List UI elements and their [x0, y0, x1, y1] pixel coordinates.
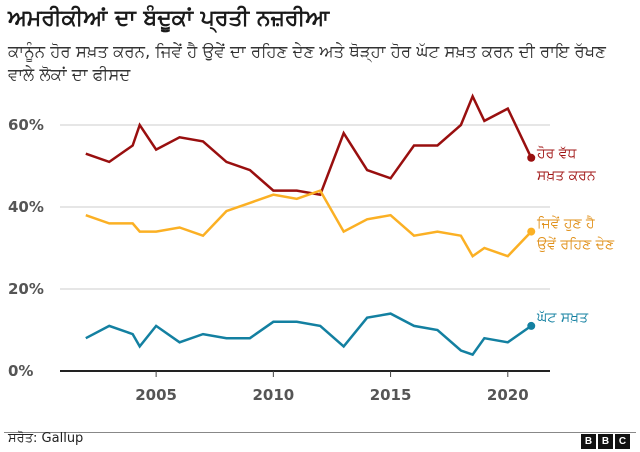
series-line: [85, 312, 532, 357]
series-label: ਹੋਰ ਵੱਧ: [536, 146, 577, 162]
series-line: [85, 93, 533, 197]
footer-divider: [4, 432, 636, 433]
series-label: ਘੱਟ ਸਖ਼ਤ: [536, 310, 589, 326]
source-note: ਸਰੋਤ: Gallup: [8, 431, 84, 446]
series-end-marker: [527, 321, 536, 330]
y-tick-label: 20%: [8, 280, 44, 298]
series-label: ਉਵੇਂ ਰਹਿਣ ਦੇਣ: [536, 237, 615, 253]
series-end-marker: [527, 227, 536, 236]
series-line: [85, 189, 533, 259]
series-label: ਜਿਵੇਂ ਹੁਣ ਹੈ: [536, 215, 595, 232]
series-label: ਸਖ਼ਤ ਕਰਨ: [536, 168, 596, 184]
chart-title: ਅਮਰੀਕੀਆਂ ਦਾ ਬੰਦੂਕਾਂ ਪ੍ਰਤੀ ਨਜ਼ਰੀਆ: [8, 6, 330, 31]
y-tick-label: 40%: [8, 198, 44, 216]
line-chart: 0% 20% 40% 60% 2005 2010 2015 2020 ਹੋਰ ਵੱਧ ਸਖ਼ਤ ਕ…: [8, 93, 615, 404]
y-tick-label: 60%: [8, 116, 44, 134]
x-tick-label: 2010: [252, 386, 294, 404]
x-tick-label: 2015: [370, 386, 412, 404]
chart-subtitle: ਕਾਨੂੰਨ ਹੋਰ ਸਖ਼ਤ ਕਰਨ, ਜਿਵੇਂ ਹੈ ਉਵੇਂ ਦਾ ਰਹ…: [8, 42, 606, 84]
x-tick-label: 2005: [135, 386, 177, 404]
y-tick-label: 0%: [8, 362, 33, 380]
x-tick-label: 2020: [487, 386, 529, 404]
series-end-marker: [527, 153, 536, 162]
